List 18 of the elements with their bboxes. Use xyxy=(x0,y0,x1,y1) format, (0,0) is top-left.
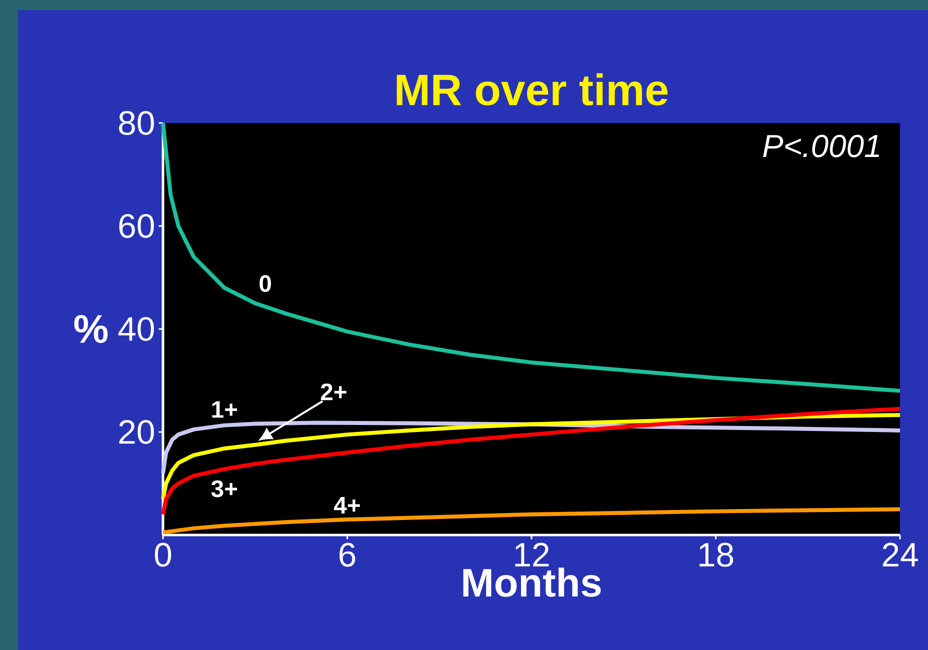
chart-title: MR over time xyxy=(396,73,668,106)
series-label: 3+ xyxy=(211,480,238,498)
series-label: 1+ xyxy=(212,401,238,418)
series-label: 2+ xyxy=(320,383,346,400)
y-tick-label: 80 xyxy=(119,111,154,135)
y-tick-label: 40 xyxy=(118,317,154,341)
x-tick-label: 0 xyxy=(154,542,172,567)
x-tick-label: 6 xyxy=(340,542,356,567)
x-tick-label: 18 xyxy=(699,542,734,567)
series-label: 0 xyxy=(260,275,271,292)
x-tick-label: 24 xyxy=(882,542,918,566)
x-axis-title: Months xyxy=(463,568,601,597)
annotation: P<.0001 xyxy=(763,134,880,158)
y-axis-title: % xyxy=(74,314,108,344)
y-tick-label: 20 xyxy=(119,420,154,444)
series-label: 4+ xyxy=(334,497,360,514)
x-tick-label: 12 xyxy=(515,542,549,566)
y-tick-label: 60 xyxy=(119,214,154,238)
